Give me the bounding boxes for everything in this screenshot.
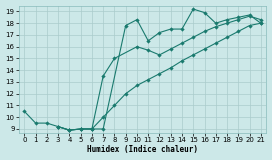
X-axis label: Humidex (Indice chaleur): Humidex (Indice chaleur) (87, 145, 198, 154)
